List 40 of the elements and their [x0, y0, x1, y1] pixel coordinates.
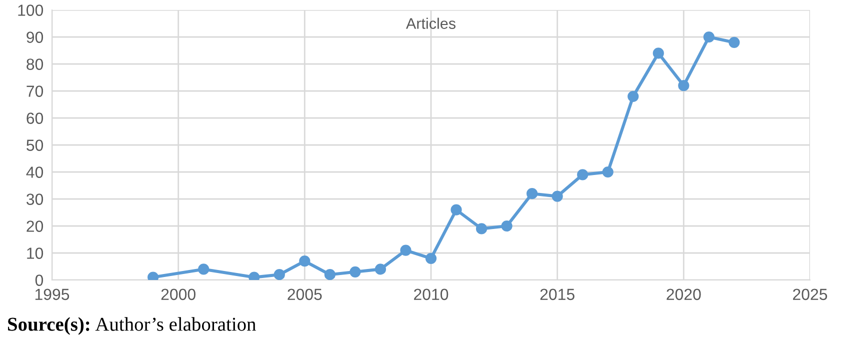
point	[450, 204, 462, 216]
x-tick-label: 2020	[666, 288, 701, 300]
point	[350, 266, 361, 278]
x-tick-label: 2025	[793, 288, 828, 300]
point	[425, 252, 437, 264]
point	[678, 80, 690, 92]
point	[299, 256, 310, 267]
y-tick-label: 60	[26, 112, 44, 124]
source-note: Source(s): Author’s elaboration	[8, 317, 256, 335]
point	[400, 244, 412, 256]
x-tick-label: 2005	[288, 288, 322, 300]
y-tick-label: 90	[26, 32, 44, 43]
x-tick-label: 2000	[161, 288, 196, 300]
point	[728, 36, 740, 48]
point	[374, 264, 386, 275]
chart-title: Articles	[406, 18, 456, 29]
point	[628, 90, 639, 102]
point	[577, 169, 588, 180]
y-tick-label: 0	[35, 274, 44, 286]
x-tick-label: 1995	[35, 288, 70, 300]
point	[703, 31, 714, 43]
y-tick-label: 10	[27, 248, 44, 259]
point	[501, 220, 512, 232]
point	[552, 190, 563, 202]
point	[652, 48, 664, 59]
point	[274, 269, 285, 280]
y-tick-label: 70	[26, 86, 44, 97]
point	[526, 188, 538, 200]
x-tick-label: 2010	[414, 288, 448, 300]
point	[324, 269, 336, 280]
y-tick-label: 100	[18, 4, 44, 16]
x-tick-label: 2015	[540, 288, 574, 300]
point	[198, 264, 210, 275]
y-tick-label: 50	[26, 140, 44, 151]
point	[476, 223, 488, 234]
y-tick-label: 30	[26, 194, 44, 205]
y-tick-label: 80	[26, 58, 44, 70]
point	[602, 166, 614, 178]
y-tick-label: 40	[26, 166, 44, 178]
y-tick-label: 20	[26, 220, 44, 232]
